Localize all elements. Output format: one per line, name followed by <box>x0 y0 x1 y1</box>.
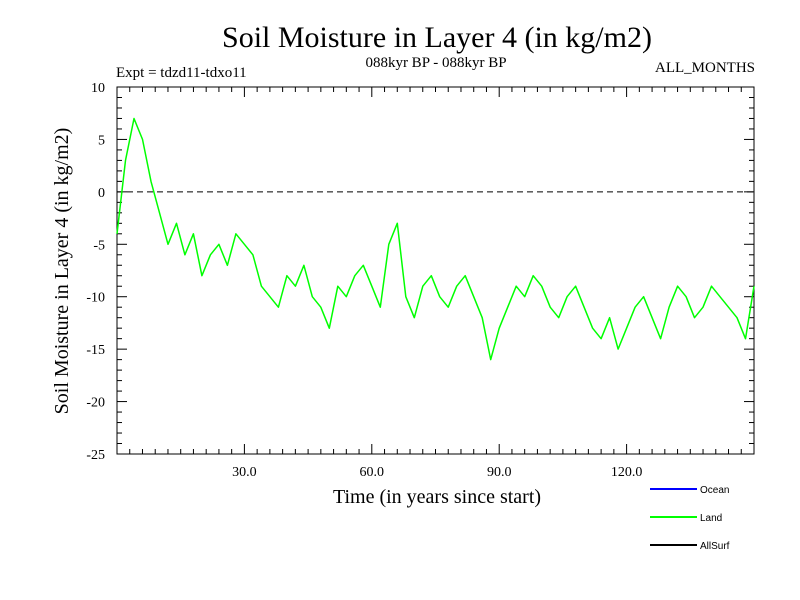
y-tick-labels: 10 5 0 -5 -10 -15 -20 -25 <box>86 81 105 463</box>
x-tick-label: 120.0 <box>611 465 643 480</box>
y-tick-label: -10 <box>86 291 105 306</box>
x-axis-title: Time (in years since start) <box>333 486 541 508</box>
y-tick-label: -5 <box>93 238 105 253</box>
y-tick-label: -25 <box>86 448 105 463</box>
x-tick-label: 90.0 <box>487 465 512 480</box>
legend: Ocean Land AllSurf <box>650 485 730 552</box>
period-label: 088kyr BP - 088kyr BP <box>365 55 506 71</box>
axis-ticks <box>117 86 754 455</box>
y-tick-label: -20 <box>86 396 105 411</box>
y-tick-label: -15 <box>86 343 105 358</box>
y-axis-title: Soil Moisture in Layer 4 (in kg/m2) <box>51 128 73 415</box>
series-line-land <box>116 117 755 361</box>
plot-frame <box>116 86 755 455</box>
chart-title: Soil Moisture in Layer 4 (in kg/m2) <box>222 21 652 54</box>
expt-label: Expt = tdzd11-tdxo11 <box>116 65 247 81</box>
legend-label-ocean: Ocean <box>700 485 729 496</box>
y-tick-label: 5 <box>98 133 105 148</box>
months-label: ALL_MONTHS <box>655 60 755 76</box>
legend-label-land: Land <box>700 513 722 524</box>
y-tick-label: 10 <box>91 81 105 96</box>
x-tick-labels: 30.0 60.0 90.0 120.0 <box>232 465 642 480</box>
x-tick-label: 60.0 <box>360 465 385 480</box>
y-tick-label: 0 <box>98 186 105 201</box>
legend-label-allsurf: AllSurf <box>700 541 730 552</box>
x-tick-label: 30.0 <box>232 465 257 480</box>
